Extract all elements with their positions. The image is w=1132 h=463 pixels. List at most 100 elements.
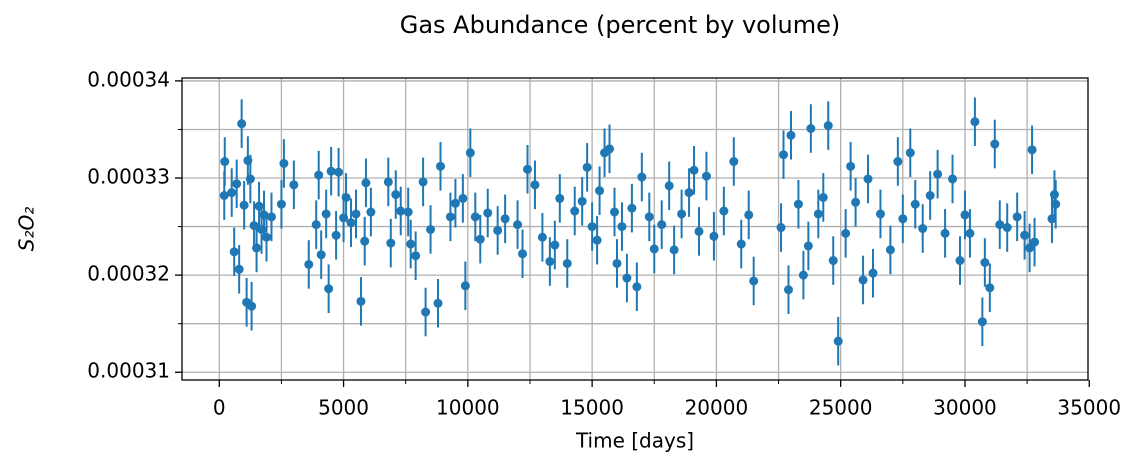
data-point: [798, 270, 808, 280]
data-point: [254, 201, 264, 211]
data-point: [421, 307, 431, 317]
data-point: [793, 199, 803, 209]
data-point: [823, 121, 833, 131]
data-point: [910, 199, 920, 209]
data-point: [933, 169, 943, 179]
data-point: [627, 203, 637, 213]
data-point: [1020, 230, 1030, 240]
data-point: [483, 208, 493, 218]
data-point: [537, 232, 547, 242]
data-point: [426, 224, 436, 234]
data-point: [470, 212, 480, 222]
data-point: [940, 228, 950, 238]
data-point: [530, 180, 540, 190]
data-point: [314, 170, 324, 180]
data-point: [612, 258, 622, 268]
data-point: [1030, 237, 1040, 247]
data-point: [828, 256, 838, 266]
data-point: [644, 212, 654, 222]
data-point: [744, 210, 754, 220]
data-point: [436, 161, 446, 171]
data-point: [995, 220, 1005, 230]
data-point: [622, 273, 632, 283]
data-point: [709, 231, 719, 241]
data-point: [677, 209, 687, 219]
data-point: [1002, 223, 1012, 233]
data-point: [276, 199, 286, 209]
data-point: [905, 148, 915, 158]
data-point: [360, 236, 370, 246]
data-point: [985, 283, 995, 293]
data-point: [587, 222, 597, 232]
data-point: [863, 174, 873, 184]
data-point: [637, 172, 647, 182]
data-point: [493, 225, 503, 235]
data-point: [719, 206, 729, 216]
data-point: [219, 190, 229, 200]
data-point: [386, 238, 396, 248]
data-point: [833, 336, 843, 346]
data-point: [893, 157, 903, 167]
data-point: [562, 258, 572, 268]
data-point: [460, 281, 470, 291]
data-point: [239, 200, 249, 210]
data-point: [311, 220, 321, 230]
data-point: [609, 207, 619, 217]
data-point: [262, 232, 272, 242]
data-point: [898, 214, 908, 224]
data-point: [858, 275, 868, 285]
data-point: [465, 148, 475, 158]
data-point: [346, 218, 356, 228]
data-point: [694, 226, 704, 236]
data-point: [851, 197, 861, 207]
x-tick-label: 30000: [933, 396, 997, 420]
data-point: [403, 207, 413, 217]
y-tick-label: 0.00033: [87, 165, 170, 189]
data-point: [445, 212, 455, 222]
data-point: [383, 177, 393, 187]
data-point: [361, 178, 371, 188]
data-point: [304, 259, 314, 269]
data-point: [977, 317, 987, 327]
data-point: [1051, 199, 1061, 209]
plot-frame: [181, 77, 1089, 381]
data-point: [617, 222, 627, 232]
data-point: [341, 192, 351, 202]
data-point: [257, 224, 267, 234]
data-point: [522, 164, 532, 174]
data-point: [965, 228, 975, 238]
data-point: [632, 282, 642, 292]
x-tick-label: 35000: [1057, 396, 1121, 420]
data-point: [803, 241, 813, 251]
data-point: [475, 234, 485, 244]
data-point: [592, 235, 602, 245]
data-point: [813, 209, 823, 219]
data-point: [701, 171, 711, 181]
y-tick-label: 0.00031: [87, 359, 170, 383]
data-point: [818, 192, 828, 202]
data-point: [550, 240, 560, 250]
data-point: [570, 206, 580, 216]
data-point: [689, 165, 699, 175]
data-point: [1027, 145, 1037, 155]
data-point: [649, 244, 659, 254]
data-point: [316, 250, 326, 260]
data-point: [351, 209, 361, 219]
data-point: [955, 256, 965, 266]
data-point: [391, 190, 401, 200]
data-point: [279, 158, 289, 168]
x-tick-label: 0: [213, 396, 226, 420]
data-point: [786, 130, 796, 140]
data-point: [234, 264, 244, 274]
data-point: [980, 258, 990, 268]
data-point: [458, 193, 468, 203]
data-point: [736, 239, 746, 249]
data-point: [1047, 214, 1057, 224]
data-point: [232, 179, 242, 189]
data-point: [411, 251, 421, 261]
data-point: [513, 220, 523, 230]
data-point: [555, 193, 565, 203]
x-tick-label: 5000: [318, 396, 369, 420]
y-axis-label: S₂O₂: [15, 207, 39, 251]
data-point: [1049, 190, 1059, 200]
